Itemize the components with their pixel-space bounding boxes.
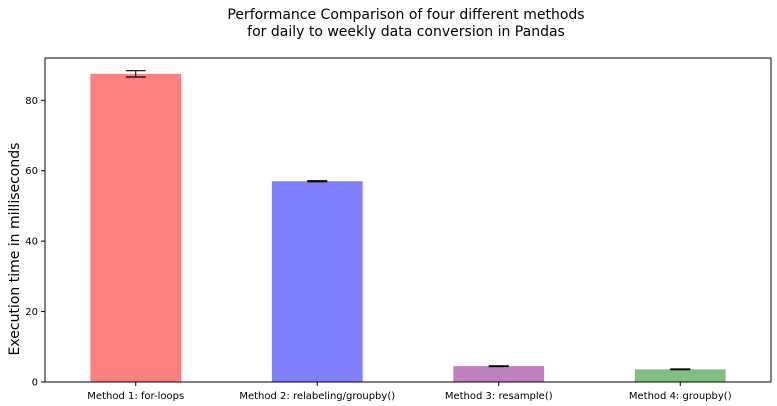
bar-1 bbox=[90, 73, 182, 382]
chart-title-line-2: for daily to weekly data conversion in P… bbox=[247, 24, 565, 40]
y-tick-label-20: 20 bbox=[25, 307, 38, 318]
y-axis-label: Execution time in milliseconds bbox=[7, 143, 23, 356]
bar-2 bbox=[271, 181, 363, 382]
x-tick-label-1: Method 1: for-loops bbox=[87, 391, 184, 402]
axes-frame bbox=[44, 57, 772, 383]
x-tick-label-3: Method 3: resample() bbox=[445, 391, 553, 402]
x-tick-label-2: Method 2: relabeling/groupby() bbox=[239, 391, 395, 402]
x-tick-label-4: Method 4: groupby() bbox=[629, 391, 732, 402]
y-tick-label-40: 40 bbox=[25, 237, 38, 248]
y-tick-label-0: 0 bbox=[32, 378, 38, 389]
y-tick-label-80: 80 bbox=[25, 96, 38, 107]
y-tick-label-60: 60 bbox=[25, 166, 38, 177]
bar-3 bbox=[453, 366, 545, 382]
chart-title-line-1: Performance Comparison of four different… bbox=[227, 7, 584, 23]
plot-area: Method 1: for-loops Method 2: relabeling/… bbox=[25, 57, 772, 402]
bar-4 bbox=[634, 369, 726, 382]
